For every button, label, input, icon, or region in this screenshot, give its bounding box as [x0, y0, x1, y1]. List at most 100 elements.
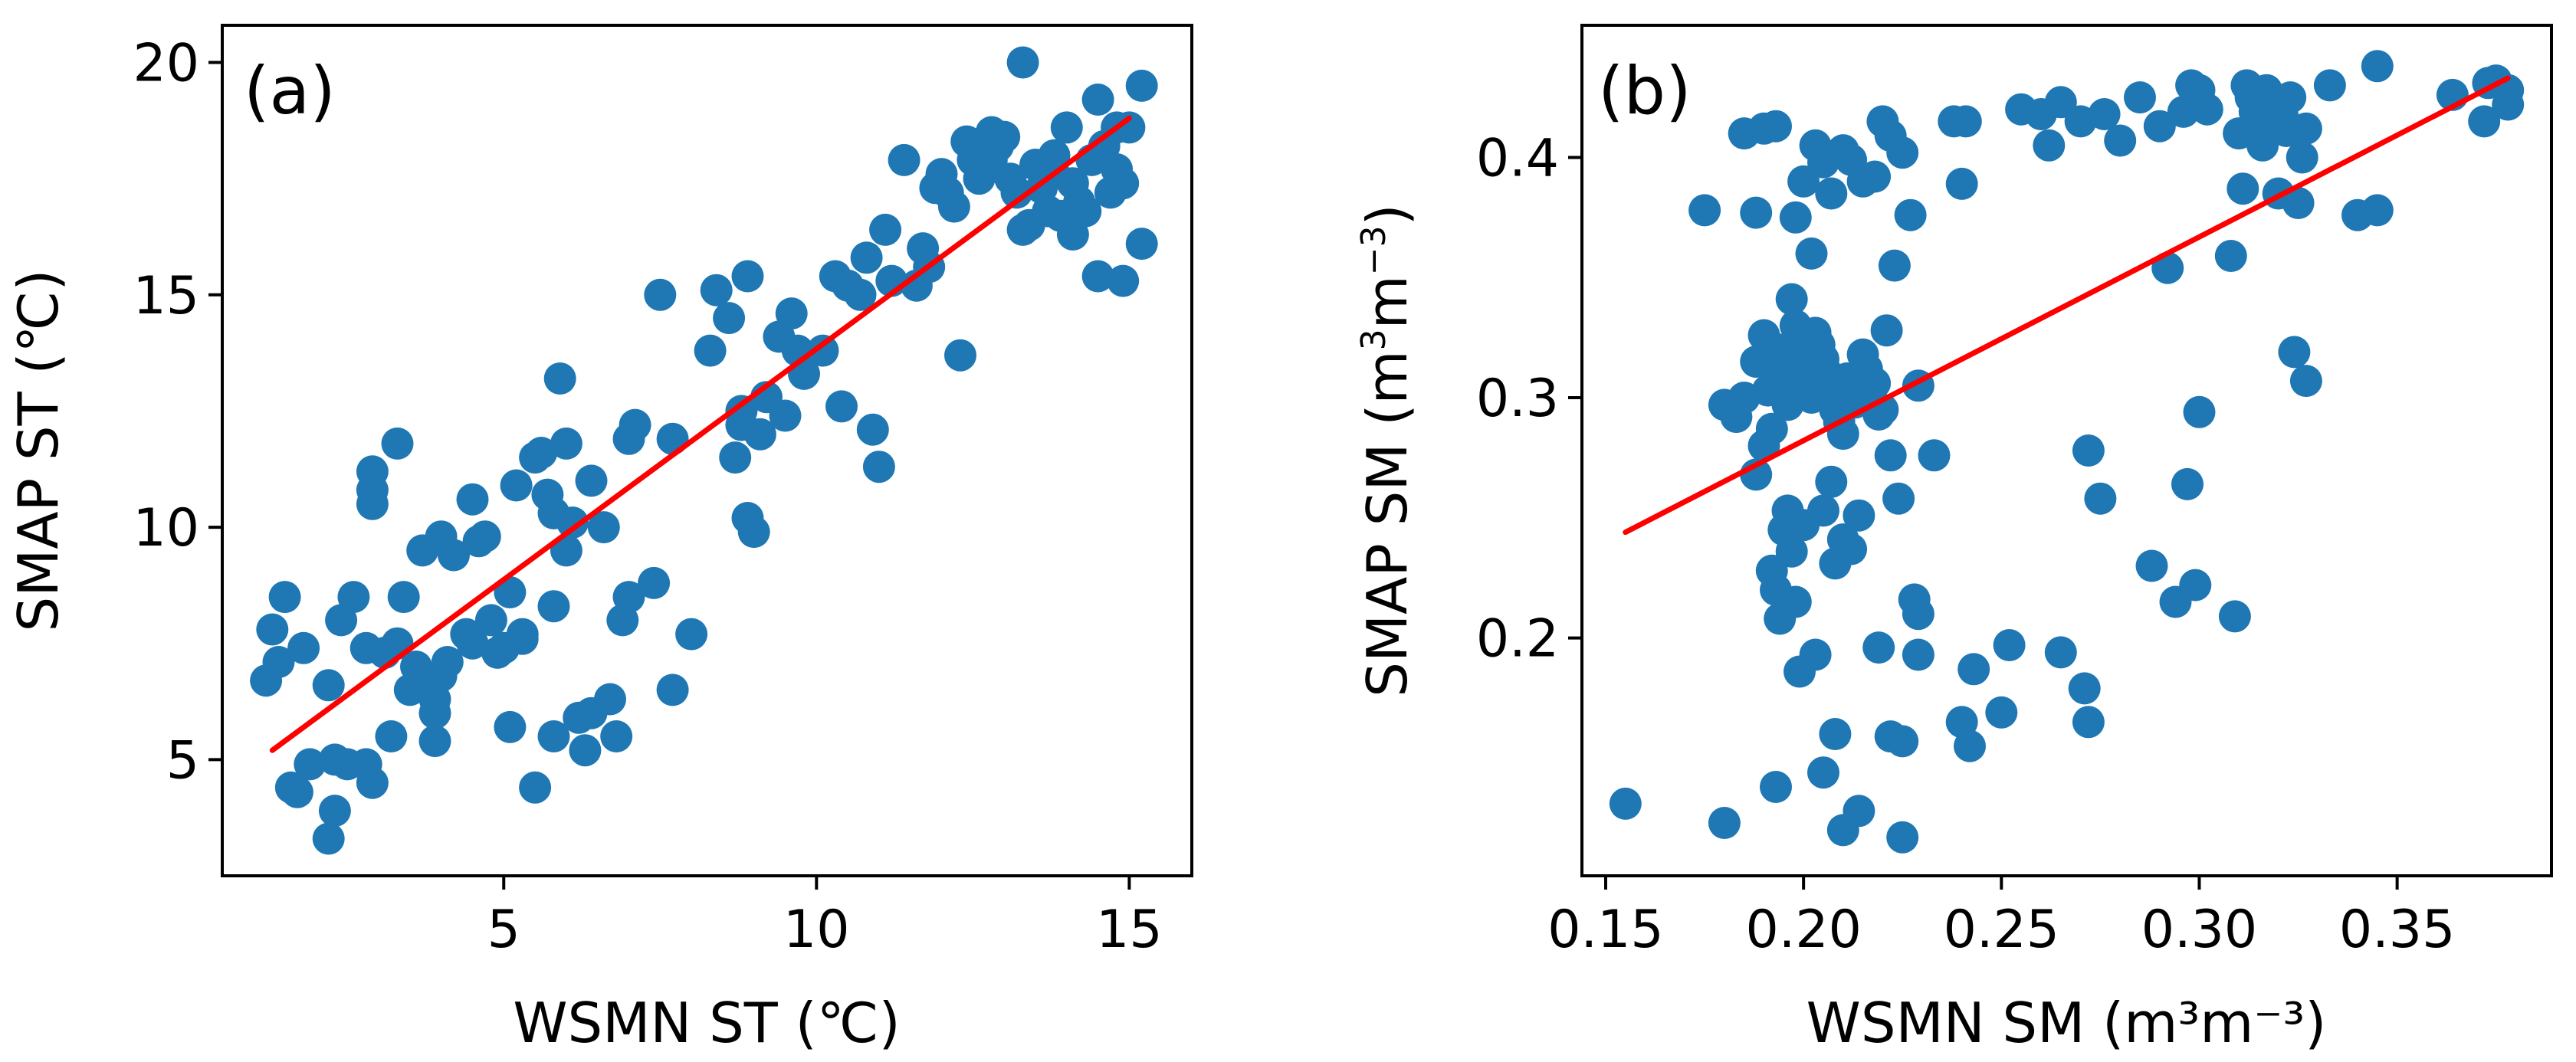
panel-a-point-57 — [550, 427, 582, 460]
panel-b-point-79 — [1799, 638, 1832, 671]
panel-a-fit-line — [269, 115, 1132, 753]
panel-a-point-56 — [543, 362, 576, 395]
panel-a-point-66 — [594, 683, 626, 716]
panel-a-point-7 — [294, 748, 327, 781]
panel-a-point-146 — [975, 116, 1008, 149]
panel-a-point-79 — [713, 302, 746, 335]
panel-b-y-ticks: 0.2 0.3 0.4 — [1476, 128, 1582, 670]
panel-a-x-axis-label: WSMN ST (℃) — [513, 991, 900, 1055]
panel-a-point-6 — [281, 775, 313, 808]
panel-b-point-88 — [1902, 598, 1934, 631]
panel-a-point-54 — [537, 590, 570, 623]
panel-a-point-71 — [619, 408, 651, 441]
panel-a-x-tick-label-1: 10 — [783, 900, 850, 960]
panel-b-point-143 — [2361, 50, 2394, 83]
panel-b-y-axis-label: SMAP SM (m3m−3) — [1354, 204, 1419, 697]
panel-a-point-15 — [356, 766, 389, 799]
panel-b-point-139 — [2289, 365, 2322, 398]
panel-a-point-60 — [537, 720, 570, 752]
panel-a-point-80 — [719, 441, 752, 474]
panel-b-point-116 — [2183, 395, 2216, 428]
panel-a-y-tick-label-0: 5 — [166, 730, 199, 791]
panel-b-point-92 — [1957, 653, 1990, 686]
panel-a-x-tick-label-0: 5 — [487, 900, 520, 960]
panel-b-x-axis-label: WSMN SM (m³m⁻³) — [1806, 991, 2327, 1055]
panel-b-fit-line — [1623, 75, 2511, 536]
panel-a-point-99 — [856, 413, 889, 446]
panel-b-point-152 — [1938, 105, 1971, 138]
panel-b-label: (b) — [1598, 53, 1692, 129]
panel-b-point-5 — [1843, 795, 1875, 828]
panel-b-x-tick-label-0: 0.15 — [1547, 900, 1663, 960]
panel-a-point-85 — [737, 516, 770, 549]
panel-a-point-98 — [850, 241, 883, 274]
panel-a-point-36 — [418, 725, 451, 758]
panel-b-point-69 — [1747, 429, 1780, 462]
panel-a-point-46 — [500, 469, 533, 502]
panel-b-point-107 — [2124, 81, 2156, 114]
panel-b-points — [1609, 50, 2525, 854]
panel-b-y-label-sup1: 3 — [1354, 329, 1393, 350]
panel-a-point-59 — [556, 506, 589, 539]
panel-a-x-tick-label-2: 15 — [1096, 900, 1163, 960]
panel-a-point-133 — [1081, 84, 1114, 116]
panel-b-point-27 — [1894, 198, 1927, 231]
panel-b-point-106 — [2104, 124, 2137, 157]
panel-a-y-axis-label: SMAP ST (℃) — [6, 270, 71, 632]
panel-a-y-ticks: 5 10 15 20 — [133, 34, 222, 791]
panel-b-point-29 — [1795, 237, 1828, 270]
panel-b-point-15 — [1779, 201, 1812, 234]
panel-a-point-142 — [1125, 228, 1158, 261]
panel-b-x-ticks: 0.15 0.20 0.25 0.30 0.35 — [1547, 876, 2455, 960]
panel-a-point-78 — [700, 274, 733, 306]
panel-b-point-75 — [1775, 535, 1808, 568]
panel-a-point-75 — [656, 674, 689, 706]
panel-b-point-1 — [1708, 807, 1741, 839]
panel-a-point-72 — [638, 566, 671, 599]
panel-b-point-9 — [1819, 718, 1852, 750]
panel-a-label: (a) — [244, 53, 336, 129]
panel-a-point-84 — [731, 260, 764, 293]
panel-a-point-140 — [1081, 260, 1114, 293]
panel-a-point-89 — [769, 399, 802, 432]
panel-b-point-104 — [2084, 482, 2117, 515]
panel-a-y-tick-label-2: 15 — [133, 266, 199, 326]
panel-a-point-17 — [312, 822, 345, 855]
panel-a-point-101 — [869, 213, 902, 246]
panel-a-y-tick-label-1: 10 — [133, 498, 199, 559]
panel-a-point-42 — [474, 604, 507, 637]
panel-a-point-141 — [1107, 264, 1140, 297]
panel-a-point-100 — [862, 451, 895, 483]
panel-a-point-49 — [494, 710, 527, 743]
panel-b-y-label-sup2: −3 — [1354, 225, 1393, 275]
panel-b-point-28 — [1878, 249, 1911, 282]
panel-b-point-85 — [1843, 499, 1875, 532]
panel-b-point-64 — [1874, 439, 1907, 472]
panel-b-y-label-end: ) — [1355, 204, 1419, 225]
panel-a-point-67 — [600, 720, 633, 752]
panel-a-point-86 — [743, 418, 776, 451]
panel-b-point-145 — [2468, 105, 2501, 138]
panel-a-point-10 — [337, 581, 370, 614]
panel-b-x-tick-label-1: 0.20 — [1745, 900, 1861, 960]
panel-b-point-138 — [2289, 112, 2322, 145]
panel-a-point-38 — [456, 483, 489, 516]
panel-a-point-128 — [1050, 111, 1083, 144]
panel-b-point-3 — [1807, 756, 1839, 789]
panel-a-point-33 — [438, 539, 470, 572]
panel-a-point-0 — [256, 613, 289, 646]
panel-b-point-94 — [1993, 629, 2026, 661]
panel-a-axes-frame — [221, 24, 1193, 877]
panel-a-point-23 — [375, 720, 408, 752]
panel-b-point-118 — [2190, 93, 2223, 126]
panel-a-point-144 — [1038, 139, 1071, 172]
panel-a-point-65 — [587, 511, 620, 544]
panel-a-point-120 — [1000, 176, 1033, 209]
panel-a-point-70 — [612, 581, 645, 614]
panel-b-point-67 — [1918, 439, 1951, 472]
panel-b-point-113 — [2171, 467, 2204, 500]
panel-b-x-tick-label-4: 0.35 — [2339, 900, 2455, 960]
panel-a-point-103 — [888, 143, 920, 176]
panel-a-point-74 — [656, 422, 689, 455]
